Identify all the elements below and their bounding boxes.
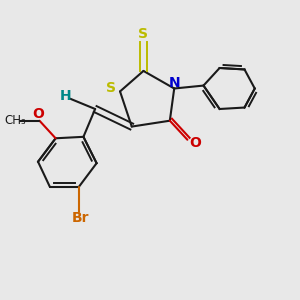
Text: S: S: [139, 27, 148, 41]
Text: H: H: [60, 89, 72, 103]
Text: CH₃: CH₃: [4, 114, 26, 127]
Text: N: N: [168, 76, 180, 90]
Text: Br: Br: [72, 211, 89, 225]
Text: O: O: [32, 107, 44, 121]
Text: O: O: [189, 136, 201, 150]
Text: S: S: [106, 82, 116, 95]
